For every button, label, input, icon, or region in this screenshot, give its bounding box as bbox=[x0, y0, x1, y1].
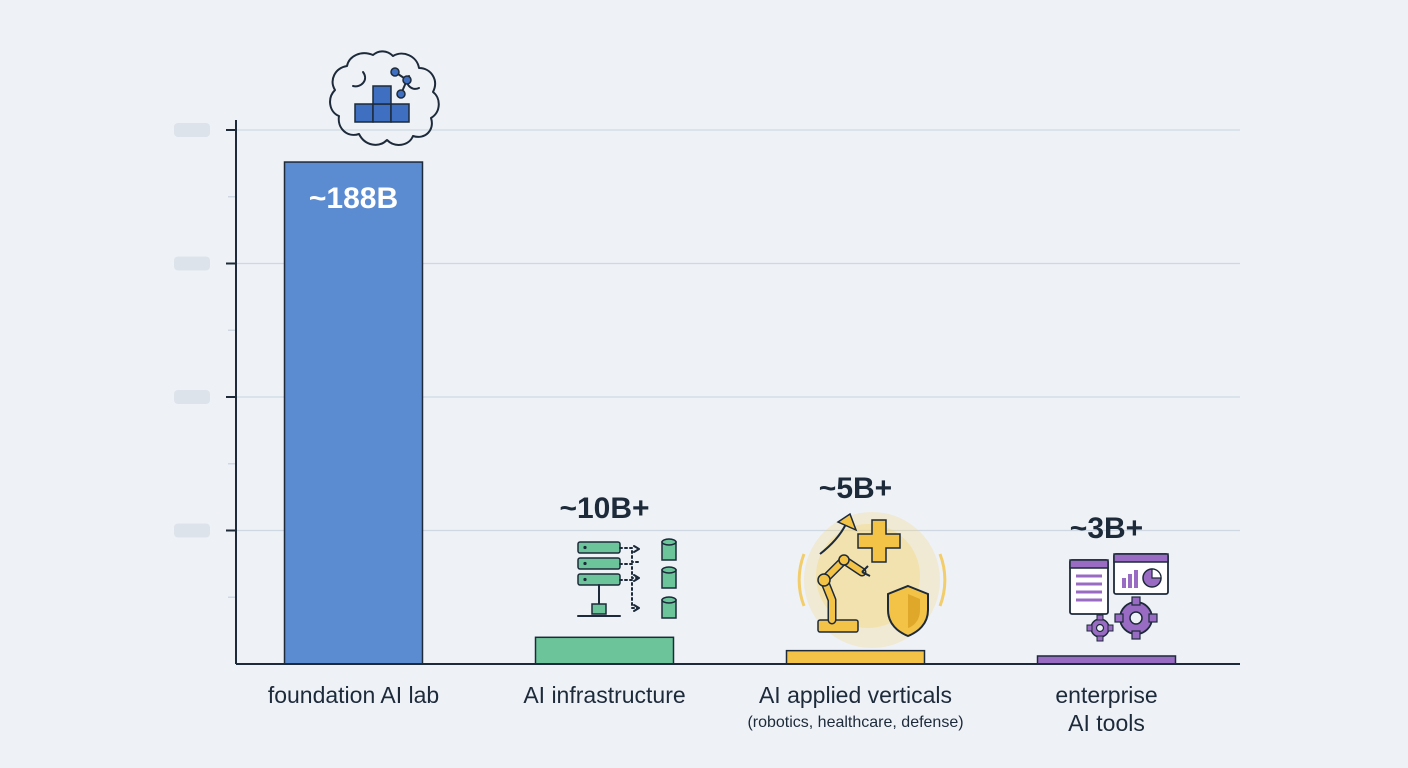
value-label-2: ~10B+ bbox=[559, 492, 649, 525]
bar-1 bbox=[283, 161, 424, 665]
category-sublabel-3: (robotics, healthcare, defense) bbox=[747, 714, 963, 731]
category-label-1: foundation AI lab bbox=[268, 682, 439, 708]
value-label-3: ~5B+ bbox=[819, 472, 892, 505]
category-label-4: enterprise AI tools bbox=[1055, 682, 1157, 736]
server-database-icon bbox=[577, 538, 677, 619]
category-label-2: AI infrastructure bbox=[523, 682, 685, 708]
brain-blocks-icon bbox=[329, 50, 440, 146]
y-tick-placeholder bbox=[174, 390, 210, 404]
category-label-4-line-1: enterprise bbox=[1055, 682, 1157, 708]
labels: ~188B foundation AI lab ~10B+ AI infrastruc… bbox=[268, 182, 1158, 736]
robot-arm-health-shield-icon bbox=[797, 512, 947, 648]
category-label-4-line-2: AI tools bbox=[1068, 710, 1145, 736]
value-label-4: ~3B+ bbox=[1070, 512, 1143, 545]
y-tick-placeholder bbox=[174, 256, 210, 271]
y-axis-ticks bbox=[174, 123, 236, 598]
dashboard-gear-icon bbox=[1069, 553, 1169, 642]
bar-2 bbox=[534, 636, 675, 665]
bar-3 bbox=[785, 649, 926, 665]
category-label-3: AI applied verticals bbox=[759, 682, 952, 708]
bars bbox=[283, 161, 1177, 665]
y-tick-placeholder bbox=[174, 123, 210, 137]
y-tick-placeholder bbox=[174, 523, 210, 538]
bar-4 bbox=[1036, 655, 1177, 665]
value-label-1: ~188B bbox=[309, 182, 398, 215]
